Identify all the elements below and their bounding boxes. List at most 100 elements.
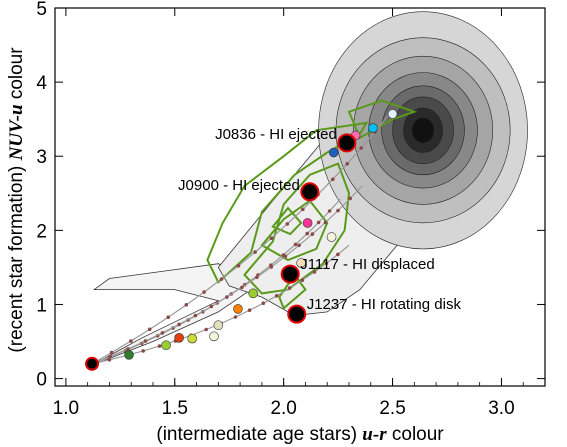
track-dot-0-3 (147, 327, 152, 332)
density-contour-outer-tail (91, 263, 263, 366)
track-dot-0-11 (285, 222, 290, 226)
track-dot-2-13 (297, 243, 301, 248)
track-dot-0-10 (269, 236, 274, 240)
track-point-14 (387, 109, 398, 119)
y-axis-label-var: NUV-u (6, 104, 27, 161)
track-dot-3-16 (324, 261, 329, 266)
track-dot-2-6 (193, 313, 198, 318)
track-dot-1-16 (316, 220, 321, 225)
green-contour-5 (347, 99, 418, 140)
track-dot-3-15 (312, 270, 317, 274)
green-contour-1 (206, 121, 369, 284)
track-dot-3-10 (247, 308, 252, 313)
track-dot-2-15 (323, 220, 328, 225)
track-points (85, 109, 398, 371)
y-tick-label-3: 3 (36, 147, 47, 168)
y-tick-label-4: 4 (36, 73, 47, 94)
track-point-7 (248, 288, 258, 299)
density-contour-7 (411, 117, 435, 144)
track-dot-3-3 (141, 349, 145, 353)
track-point-4 (213, 320, 224, 331)
green-contours (206, 99, 418, 310)
track-dot-2-8 (225, 295, 229, 299)
track-dot-1-15 (305, 231, 310, 236)
green-contour-4 (271, 206, 303, 236)
track-dot-1-14 (293, 242, 298, 247)
track-dot-0-5 (184, 303, 189, 307)
track-point-11 (328, 147, 339, 158)
track-dot-2-9 (240, 285, 244, 290)
track-point-10 (302, 218, 313, 228)
track-dot-2-11 (269, 265, 274, 269)
galaxy-label-0: J0836 - HI ejected (215, 126, 337, 143)
galaxy-label-1: J0900 - HI ejected (178, 177, 300, 194)
track-dot-0-8 (236, 264, 241, 268)
track-dot-0-12 (301, 207, 305, 212)
track-point-0 (124, 350, 134, 360)
galaxy-marker-3 (287, 304, 307, 324)
track-dot-2-3 (143, 339, 148, 343)
y-tick-label-0: 0 (36, 370, 47, 391)
galaxy-label-2: J1117 - HI displaced (300, 256, 435, 273)
x-tick-label-0: 1.0 (53, 398, 79, 419)
track-dot-0-2 (129, 339, 133, 343)
x-axis-label-var: u-r (362, 424, 387, 445)
track-point-6 (233, 304, 243, 314)
galaxy-marker-2 (280, 264, 300, 284)
track-dot-3-4 (157, 344, 162, 348)
x-axis-label-text: (intermediate age stars) (156, 424, 362, 445)
track-point-13 (368, 123, 378, 133)
density-contours (91, 11, 528, 366)
track-dot-2-16 (336, 208, 340, 213)
track-dot-2-5 (177, 322, 181, 327)
x-axis: 1.0 1.5 2.0 2.5 3.0 (53, 8, 524, 419)
y-tick-label-2: 2 (36, 221, 47, 242)
track-dot-3-11 (261, 301, 266, 306)
track-dot-2-4 (160, 331, 165, 335)
track-dot-3-12 (274, 294, 279, 298)
track-dot-3-17 (336, 252, 340, 257)
x-tick-label-1: 1.5 (162, 398, 188, 419)
track-dot-3-7 (204, 327, 208, 332)
track-dot-0-7 (219, 277, 224, 281)
plot-frame (54, 7, 546, 387)
y-axis-label: (recent star formation) NUV-u colour (6, 47, 27, 353)
track-dot-3-13 (287, 286, 292, 290)
track-dot-0-16 (359, 146, 364, 150)
galaxy-markers: J0836 - HI ejected J0900 - HI ejected J111… (178, 126, 462, 324)
x-tick-label-3: 2.5 (379, 398, 405, 419)
x-tick-label-4: 3.0 (488, 398, 514, 419)
x-axis-label-suffix: colour (387, 424, 445, 445)
track-dot-2-1 (108, 354, 112, 359)
track-point-1 (161, 340, 171, 351)
track-dot-0-1 (109, 350, 114, 355)
y-axis-label-text: (recent star formation) (6, 160, 27, 352)
track-dot-1-17 (327, 209, 332, 213)
track-dot-3-1 (107, 358, 112, 362)
track-point-3 (187, 333, 197, 344)
track-dot-0-9 (253, 250, 257, 254)
track-dot-0-15 (345, 162, 350, 166)
track-dot-0-6 (202, 290, 206, 294)
x-axis-label: (intermediate age stars) u-r colour (156, 424, 444, 445)
track-dot-2-17 (348, 196, 353, 201)
galaxy-label-3: J1237 - HI rotating disk (307, 296, 462, 313)
track-point-2 (174, 333, 184, 343)
y-tick-label-1: 1 (36, 295, 47, 316)
track-start-point (85, 356, 100, 371)
galaxy-marker-0 (337, 133, 357, 153)
track-dot-2-12 (283, 254, 288, 259)
track-dot-2-14 (310, 232, 315, 236)
x-tick-label-2: 2.0 (270, 398, 296, 419)
green-contour-3 (260, 199, 329, 262)
track-dot-2-2 (126, 347, 130, 351)
model-tracks (91, 115, 389, 365)
track-point-9 (326, 232, 337, 242)
track-dot-0-4 (166, 315, 170, 320)
track-dot-2-10 (255, 275, 259, 280)
galaxy-marker-1 (300, 182, 320, 202)
track-point-5 (209, 331, 219, 342)
track-dot-0-14 (331, 177, 335, 182)
y-tick-label-5: 5 (36, 0, 47, 20)
